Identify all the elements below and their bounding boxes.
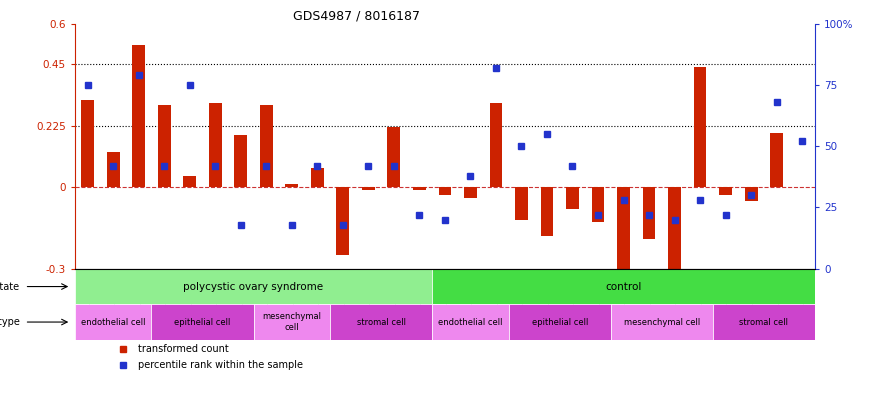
Bar [693, 67, 707, 187]
Bar [592, 187, 604, 222]
Text: mesenchymal cell: mesenchymal cell [624, 318, 700, 327]
Bar [642, 187, 655, 239]
Bar [713, 304, 815, 340]
Bar [362, 187, 374, 190]
Bar [770, 132, 783, 187]
Title: GDS4987 / 8016187: GDS4987 / 8016187 [292, 9, 419, 22]
Text: stromal cell: stromal cell [739, 318, 788, 327]
Bar [433, 269, 815, 304]
Text: polycystic ovary syndrome: polycystic ovary syndrome [183, 281, 323, 292]
Text: percentile rank within the sample: percentile rank within the sample [137, 360, 303, 370]
Bar [337, 187, 349, 255]
Bar [508, 304, 611, 340]
Bar [158, 105, 171, 187]
Bar [541, 187, 553, 236]
Bar [183, 176, 196, 187]
Text: transformed count: transformed count [137, 344, 228, 354]
Text: stromal cell: stromal cell [357, 318, 405, 327]
Bar [388, 127, 400, 187]
Bar [311, 168, 323, 187]
Text: epithelial cell: epithelial cell [531, 318, 588, 327]
Bar [75, 269, 433, 304]
Bar [439, 187, 451, 195]
Bar [719, 187, 732, 195]
Bar [413, 187, 426, 190]
Text: epithelial cell: epithelial cell [174, 318, 231, 327]
Bar [490, 103, 502, 187]
Bar [433, 304, 508, 340]
Bar [611, 304, 713, 340]
Bar [209, 103, 222, 187]
Text: mesenchymal
cell: mesenchymal cell [263, 312, 322, 332]
Bar [618, 187, 630, 269]
Text: control: control [605, 281, 641, 292]
Bar [285, 184, 298, 187]
Bar [566, 187, 579, 209]
Bar [464, 187, 477, 198]
Text: cell type: cell type [0, 317, 19, 327]
Text: disease state: disease state [0, 281, 19, 292]
Text: endothelial cell: endothelial cell [81, 318, 145, 327]
Bar [254, 304, 330, 340]
Bar [152, 304, 254, 340]
Bar [515, 187, 528, 220]
Bar [81, 100, 94, 187]
Bar [75, 304, 152, 340]
Bar [234, 135, 248, 187]
Bar [260, 105, 272, 187]
Bar [330, 304, 433, 340]
Text: endothelial cell: endothelial cell [438, 318, 503, 327]
Bar [132, 45, 145, 187]
Bar [744, 187, 758, 201]
Bar [668, 187, 681, 283]
Bar [107, 152, 120, 187]
